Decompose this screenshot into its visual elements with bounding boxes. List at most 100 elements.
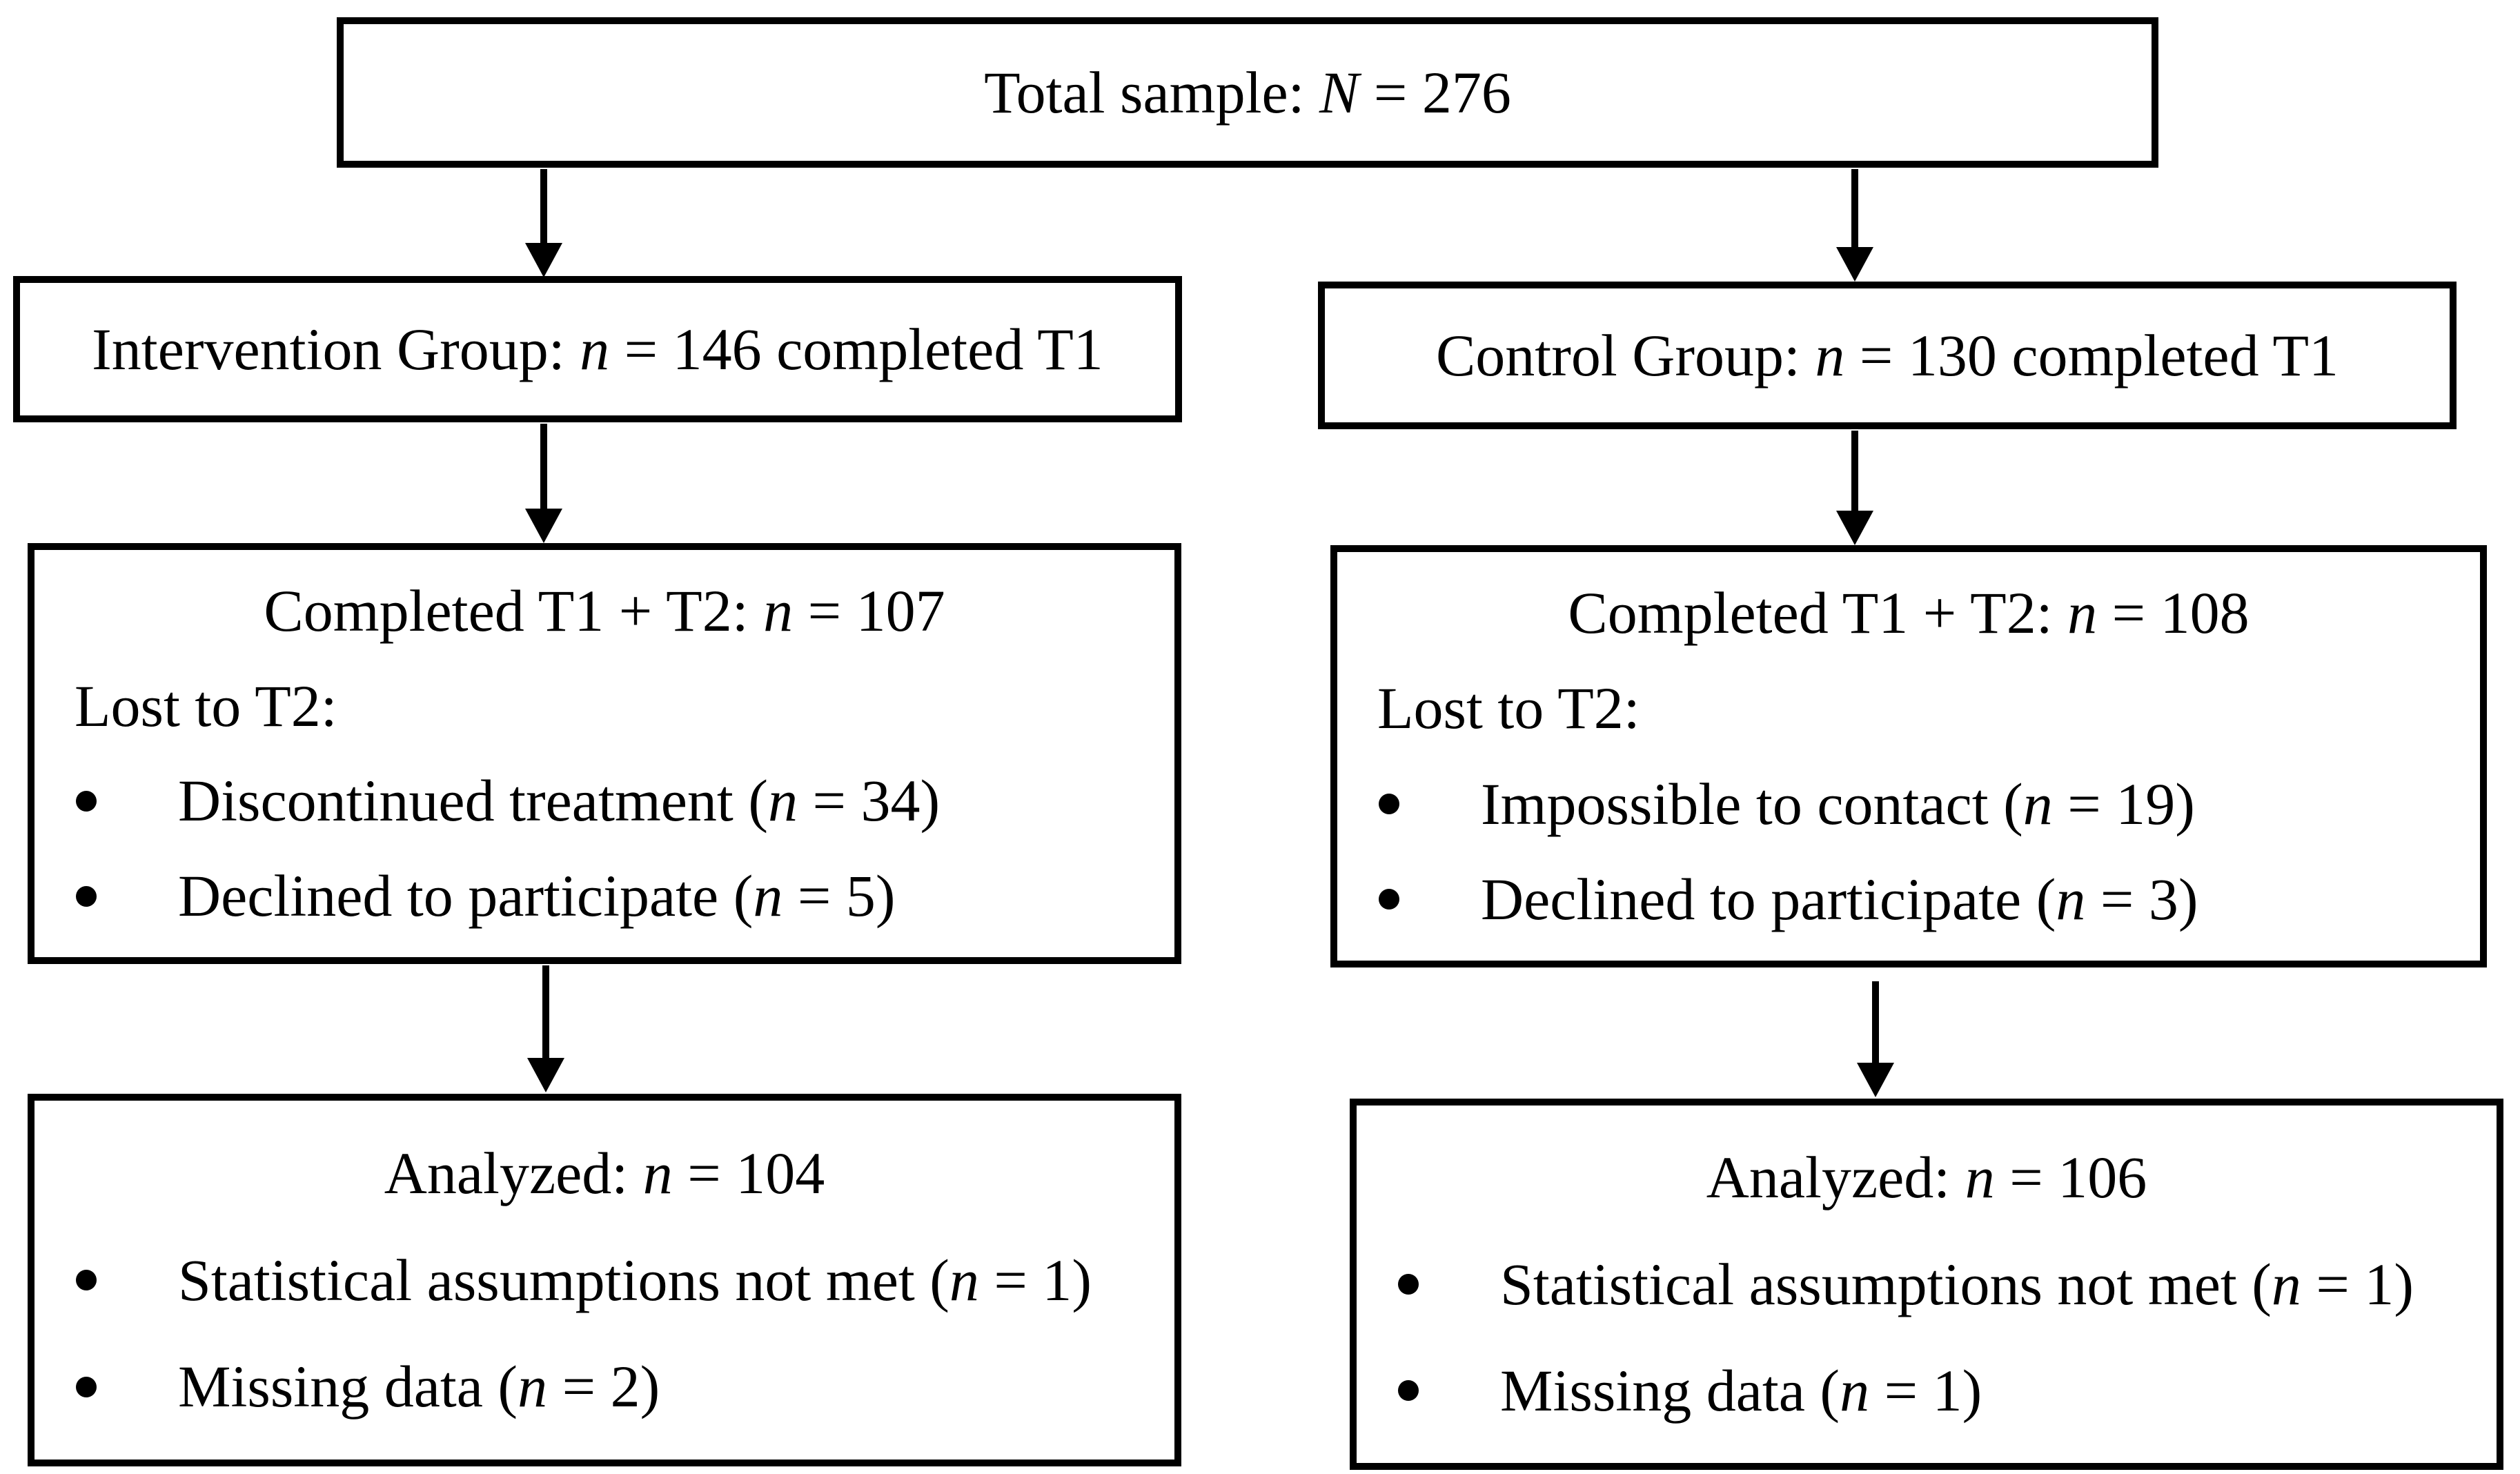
bullet-dot-icon bbox=[1398, 1380, 1419, 1402]
arrow-head bbox=[1836, 247, 1873, 282]
list-item: Missing data (n = 1) bbox=[1357, 1357, 2497, 1425]
text-segment: Declined to participate ( bbox=[1481, 865, 2056, 932]
list-item: Statistical assumptions not met (n = 1) bbox=[1357, 1250, 2497, 1319]
stat-symbol: n bbox=[1840, 1357, 1870, 1424]
text-segment: = 130 completed T1 bbox=[1844, 322, 2339, 389]
text-segment: Control Group: bbox=[1435, 322, 1815, 389]
control-lost-label: Lost to T2: bbox=[1337, 674, 2480, 743]
bullet-dot-icon bbox=[76, 885, 97, 907]
stat-symbol: n bbox=[2067, 580, 2098, 647]
control-t2-box: Completed T1 + T2: n = 108 Lost to T2: I… bbox=[1330, 545, 2487, 967]
bullet-text: Declined to participate (n = 5) bbox=[178, 862, 895, 930]
text-segment: = 276 bbox=[1359, 59, 1511, 126]
bullet-text: Statistical assumptions not met (n = 1) bbox=[178, 1246, 1092, 1315]
bullet-dot-icon bbox=[1379, 889, 1399, 910]
bullet-dot-icon bbox=[76, 790, 97, 812]
bullet-text: Declined to participate (n = 3) bbox=[1481, 865, 2198, 934]
text-segment: Analyzed: bbox=[384, 1139, 643, 1206]
stat-symbol: n bbox=[580, 315, 610, 382]
arrow-head bbox=[1857, 1063, 1894, 1097]
total-sample-text: Total sample: N = 276 bbox=[344, 59, 2152, 127]
bullet-dot-icon bbox=[1398, 1273, 1419, 1295]
text-segment: = 19) bbox=[2052, 770, 2195, 837]
text-segment: Statistical assumptions not met ( bbox=[1500, 1250, 2272, 1317]
text-segment: Lost to T2: bbox=[1377, 675, 1640, 742]
control-analyzed-box: Analyzed: n = 106 Statistical assumption… bbox=[1350, 1099, 2503, 1470]
text-segment: = 34) bbox=[797, 767, 941, 834]
intervention-lost-label: Lost to T2: bbox=[35, 672, 1174, 740]
text-segment: Completed T1 + T2: bbox=[1568, 580, 2068, 647]
arrow-head bbox=[527, 1058, 564, 1092]
text-segment: = 1) bbox=[2301, 1250, 2414, 1317]
stat-symbol: N bbox=[1319, 59, 1359, 126]
arrow-down-icon bbox=[1836, 169, 1873, 282]
stat-symbol: n bbox=[518, 1353, 548, 1420]
stat-symbol: n bbox=[642, 1139, 673, 1206]
arrow-down-icon bbox=[527, 965, 564, 1092]
stat-symbol: n bbox=[1815, 322, 1845, 389]
total-sample-box: Total sample: N = 276 bbox=[337, 17, 2158, 168]
arrow-down-icon bbox=[525, 169, 562, 277]
control-analyzed-heading: Analyzed: n = 106 bbox=[1357, 1143, 2497, 1212]
bullet-dot-icon bbox=[76, 1269, 97, 1290]
text-segment: Analyzed: bbox=[1706, 1144, 1965, 1211]
text-segment: = 106 bbox=[1994, 1144, 2147, 1211]
bullet-dot-icon bbox=[1379, 794, 1399, 815]
text-segment: = 1) bbox=[1869, 1357, 1982, 1424]
text-segment: Completed T1 + T2: bbox=[264, 577, 764, 644]
list-item: Statistical assumptions not met (n = 1) bbox=[35, 1246, 1174, 1315]
arrow-shaft bbox=[542, 965, 549, 1062]
stat-symbol: n bbox=[2022, 770, 2053, 837]
stat-symbol: n bbox=[1965, 1144, 1995, 1211]
arrow-down-icon bbox=[1836, 431, 1873, 545]
stat-symbol: n bbox=[2271, 1250, 2301, 1317]
intervention-analyzed-box: Analyzed: n = 104 Statistical assumption… bbox=[28, 1094, 1181, 1466]
text-segment: = 2) bbox=[547, 1353, 660, 1420]
text-segment: Missing data ( bbox=[1500, 1357, 1840, 1424]
arrow-shaft bbox=[540, 424, 547, 513]
text-segment: = 108 bbox=[2097, 580, 2250, 647]
text-segment: Statistical assumptions not met ( bbox=[178, 1246, 949, 1313]
arrow-down-icon bbox=[1857, 981, 1894, 1097]
arrow-shaft bbox=[1872, 981, 1879, 1067]
intervention-analyzed-heading: Analyzed: n = 104 bbox=[35, 1139, 1174, 1208]
intervention-group-box: Intervention Group: n = 146 completed T1 bbox=[13, 276, 1182, 422]
stat-symbol: n bbox=[767, 767, 798, 834]
list-item: Impossible to contact (n = 19) bbox=[1337, 770, 2480, 838]
list-item: Missing data (n = 2) bbox=[35, 1353, 1174, 1421]
list-item: Declined to participate (n = 3) bbox=[1337, 865, 2480, 934]
intervention-t2-box: Completed T1 + T2: n = 107 Lost to T2: D… bbox=[28, 543, 1181, 964]
intervention-t2-heading: Completed T1 + T2: n = 107 bbox=[35, 577, 1174, 645]
control-t2-heading: Completed T1 + T2: n = 108 bbox=[1337, 579, 2480, 647]
arrow-down-icon bbox=[525, 424, 562, 543]
arrow-shaft bbox=[540, 169, 547, 247]
stat-symbol: n bbox=[949, 1246, 979, 1313]
bullet-text: Missing data (n = 2) bbox=[178, 1353, 660, 1421]
text-segment: Impossible to contact ( bbox=[1481, 770, 2023, 837]
bullet-text: Discontinued treatment (n = 34) bbox=[178, 767, 940, 835]
list-item: Declined to participate (n = 5) bbox=[35, 862, 1174, 930]
bullet-text: Impossible to contact (n = 19) bbox=[1481, 770, 2195, 838]
text-segment: Total sample: bbox=[984, 59, 1320, 126]
text-segment: = 5) bbox=[782, 863, 896, 930]
text-segment: Intervention Group: bbox=[92, 315, 580, 382]
arrow-shaft bbox=[1851, 431, 1858, 515]
stat-symbol: n bbox=[2056, 865, 2086, 932]
stat-symbol: n bbox=[753, 863, 783, 930]
control-group-box: Control Group: n = 130 completed T1 bbox=[1318, 282, 2457, 429]
arrow-head bbox=[1836, 511, 1873, 545]
text-segment: Discontinued treatment ( bbox=[178, 767, 768, 834]
text-segment: Missing data ( bbox=[178, 1353, 518, 1420]
arrow-head bbox=[525, 243, 562, 277]
text-segment: Declined to participate ( bbox=[178, 863, 754, 930]
arrow-head bbox=[525, 509, 562, 543]
list-item: Discontinued treatment (n = 34) bbox=[35, 767, 1174, 835]
bullet-text: Missing data (n = 1) bbox=[1500, 1357, 1982, 1425]
bullet-dot-icon bbox=[76, 1376, 97, 1397]
intervention-group-text: Intervention Group: n = 146 completed T1 bbox=[20, 315, 1175, 384]
control-group-text: Control Group: n = 130 completed T1 bbox=[1325, 322, 2450, 390]
text-segment: Lost to T2: bbox=[75, 672, 337, 739]
arrow-shaft bbox=[1851, 169, 1858, 251]
text-segment: = 146 completed T1 bbox=[609, 315, 1103, 382]
text-segment: = 1) bbox=[978, 1246, 1092, 1313]
